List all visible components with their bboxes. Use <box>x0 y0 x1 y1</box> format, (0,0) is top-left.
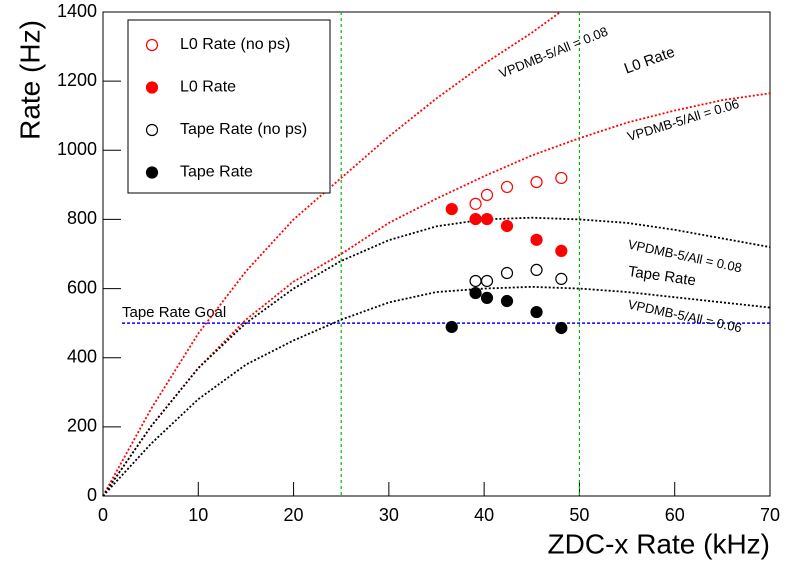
y-tick-label: 600 <box>67 277 97 297</box>
point <box>500 219 514 233</box>
curve <box>102 216 771 497</box>
x-tick-label: 10 <box>188 505 208 525</box>
curve <box>102 92 771 497</box>
x-tick-label: 50 <box>569 505 589 525</box>
legend-label: Tape Rate (no ps) <box>180 121 307 138</box>
x-tick-label: 0 <box>98 505 108 525</box>
y-tick-label: 400 <box>67 346 97 366</box>
point <box>480 291 494 305</box>
point <box>500 180 514 194</box>
x-tick-label: 60 <box>665 505 685 525</box>
point <box>445 320 458 334</box>
legend-label: Tape Rate <box>180 164 253 181</box>
x-tick-label: 70 <box>760 505 780 525</box>
y-tick-label: 800 <box>67 208 97 228</box>
legend-marker <box>145 123 159 137</box>
legend-label: L0 Rate (no ps) <box>180 36 290 53</box>
legend-marker <box>145 166 159 179</box>
x-tick-label: 40 <box>474 505 494 525</box>
legend-marker <box>145 38 159 52</box>
point <box>530 263 543 277</box>
point <box>555 272 568 285</box>
point <box>530 233 543 246</box>
point <box>445 202 458 216</box>
point <box>500 294 514 308</box>
point <box>530 305 543 319</box>
point <box>530 175 543 189</box>
curve <box>102 11 561 497</box>
point <box>480 188 494 201</box>
plot-frame <box>102 11 771 497</box>
point <box>555 244 568 257</box>
point <box>480 212 494 226</box>
y-tick-label: 1400 <box>57 1 97 21</box>
x-tick-label: 20 <box>284 505 304 525</box>
point <box>469 197 482 210</box>
point <box>500 266 514 280</box>
goal-label: Tape Rate Goal <box>122 304 226 321</box>
y-tick-label: 1200 <box>57 70 97 90</box>
point <box>469 274 482 288</box>
y-tick-label: 200 <box>67 416 97 436</box>
point <box>480 274 494 288</box>
y-axis-label: Rate (Hz) <box>14 20 45 140</box>
legend-box <box>127 19 331 194</box>
y-tick-label: 1000 <box>57 139 97 159</box>
point <box>555 171 568 185</box>
legend-marker <box>145 81 159 94</box>
y-tick-label: 0 <box>87 485 97 505</box>
x-tick-label: 30 <box>379 505 399 525</box>
point <box>469 212 482 226</box>
x-axis-label: ZDC-x Rate (kHz) <box>548 528 770 559</box>
legend-label: L0 Rate <box>180 79 236 96</box>
point <box>555 321 568 335</box>
point <box>469 286 482 300</box>
legend: L0 Rate (no ps) L0 Rate Tape Rate (no ps) T… <box>127 19 331 194</box>
